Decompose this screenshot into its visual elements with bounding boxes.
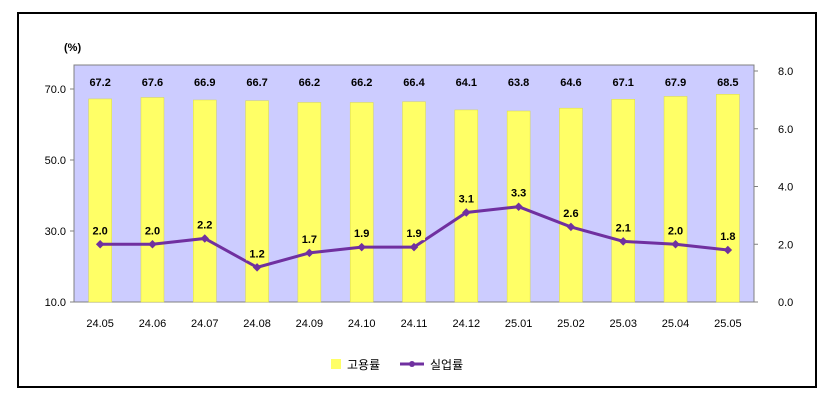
legend-line-marker [409, 361, 415, 367]
unemployment-point [357, 242, 366, 252]
employment-bar [402, 101, 426, 303]
legend-unemployment-rate: 실업률 [430, 358, 463, 372]
unemployment-point [462, 208, 471, 217]
employment-data-label: 67.9 [665, 77, 686, 89]
right-axis-tick-label: 8.0 [778, 66, 793, 78]
unemployment-data-label: 3.1 [459, 193, 474, 205]
unemployment-label-bg [298, 231, 321, 246]
x-axis-tick-label: 25.01 [505, 318, 533, 330]
x-axis-tick-label: 25.05 [714, 318, 742, 330]
unemployment-data-label: 2.6 [563, 208, 578, 220]
right-axis-tick-label: 6.0 [778, 124, 793, 136]
unemployment-label-bg [455, 191, 478, 206]
unemployment-data-label: 1.8 [720, 231, 735, 243]
unemployment-data-label: 1.2 [249, 248, 264, 260]
right-axis-tick-label: 4.0 [778, 182, 793, 194]
employment-data-label: 66.2 [351, 77, 372, 89]
employment-data-label: 66.2 [299, 77, 320, 89]
line-label-group: 2.0 2.0 2.2 1.2 1.7 1.9 1.9 3.1 3.3 2.6 2.1 2.0 1.8 [89, 185, 739, 261]
axes-group: 10.0 30.0 50.0 70.0 0.0 2.0 4.0 6.0 8.0 24.05 24.0… [45, 66, 794, 330]
employment-data-label: 64.1 [456, 77, 477, 89]
unemployment-label-bg [89, 223, 112, 238]
unemployment-label-bg [612, 220, 635, 235]
employment-data-label: 67.6 [142, 77, 163, 89]
unemployment-label-bg [507, 185, 530, 200]
unemployment-point [409, 242, 419, 252]
employment-bar [611, 99, 635, 303]
unemployment-label-bg [246, 246, 269, 261]
unemployment-label-bg [193, 217, 216, 232]
x-axis-tick-label: 24.12 [453, 318, 481, 330]
left-axis-tick-label: 10.0 [45, 297, 66, 309]
left-axis-tick-label: 30.0 [45, 226, 66, 238]
unemployment-data-label: 1.9 [406, 228, 421, 240]
employment-data-label: 68.5 [717, 77, 738, 89]
employment-bar [245, 100, 269, 303]
legend-bar-swatch [331, 359, 341, 369]
unemployment-label-bg [141, 223, 164, 238]
employment-bar [297, 102, 322, 303]
unemployment-label-bg [403, 226, 425, 241]
employment-bar [663, 96, 688, 303]
employment-data-label: 67.1 [613, 77, 634, 89]
x-axis-tick-label: 25.03 [609, 318, 637, 330]
unemployment-data-label: 2.1 [616, 222, 631, 234]
employment-data-label: 63.8 [508, 77, 529, 89]
employment-bar [559, 107, 583, 303]
unemployment-point [200, 234, 210, 243]
x-axis-tick-label: 24.08 [243, 318, 271, 330]
x-axis-tick-label: 24.07 [191, 318, 219, 330]
x-axis-tick-label: 24.10 [348, 318, 376, 330]
unemployment-label-bg [716, 229, 739, 244]
bar-label-group: 67.2 67.6 66.9 66.7 66.2 66.2 66.4 64.1 63.8 64.6… [89, 77, 738, 89]
employment-bar [454, 109, 479, 303]
employment-data-label: 66.7 [246, 77, 267, 89]
employment-bar [716, 94, 740, 303]
legend: 고용률 실업률 [331, 358, 463, 372]
unemployment-data-label: 1.7 [302, 234, 317, 246]
unemployment-data-label: 2.0 [93, 225, 108, 237]
unemployment-point [95, 240, 105, 249]
x-axis-tick-label: 25.02 [557, 318, 585, 330]
unit-label: (%) [64, 42, 81, 54]
right-axis-tick-label: 2.0 [778, 239, 793, 251]
unemployment-point [305, 248, 314, 258]
unemployment-data-label: 2.0 [145, 225, 160, 237]
legend-employment-rate: 고용률 [347, 358, 380, 372]
unemployment-label-bg [559, 205, 582, 220]
x-axis-tick-label: 24.05 [86, 318, 114, 330]
left-axis-tick-label: 50.0 [45, 155, 66, 167]
unemployment-data-label: 3.3 [511, 188, 526, 200]
x-axis-tick-label: 24.11 [401, 318, 428, 330]
x-axis-tick-label: 24.06 [139, 318, 167, 330]
unemployment-label-bg [664, 223, 687, 238]
unemployment-data-label: 2.0 [668, 225, 683, 237]
unemployment-data-label: 1.9 [354, 228, 369, 240]
employment-data-label: 64.6 [560, 77, 581, 89]
employment-data-label: 67.2 [89, 77, 110, 89]
employment-bar [140, 97, 165, 303]
employment-bar [349, 102, 374, 303]
employment-data-label: 66.9 [194, 77, 215, 89]
x-axis-tick-label: 25.04 [662, 318, 690, 330]
unemployment-label-bg [350, 226, 373, 241]
x-axis-tick-label: 24.09 [296, 318, 324, 330]
employment-bar [88, 98, 112, 303]
employment-data-label: 66.4 [403, 77, 425, 89]
left-axis-tick-label: 70.0 [45, 84, 66, 96]
bar-series-group [88, 94, 740, 303]
right-axis-tick-label: 0.0 [778, 297, 793, 309]
unemployment-data-label: 2.2 [197, 219, 212, 231]
unemployment-point [148, 240, 157, 249]
employment-bar [193, 99, 217, 303]
